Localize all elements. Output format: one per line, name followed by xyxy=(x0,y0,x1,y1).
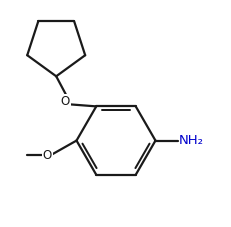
Text: NH₂: NH₂ xyxy=(178,134,203,147)
Text: O: O xyxy=(60,95,70,108)
Text: O: O xyxy=(42,149,52,162)
